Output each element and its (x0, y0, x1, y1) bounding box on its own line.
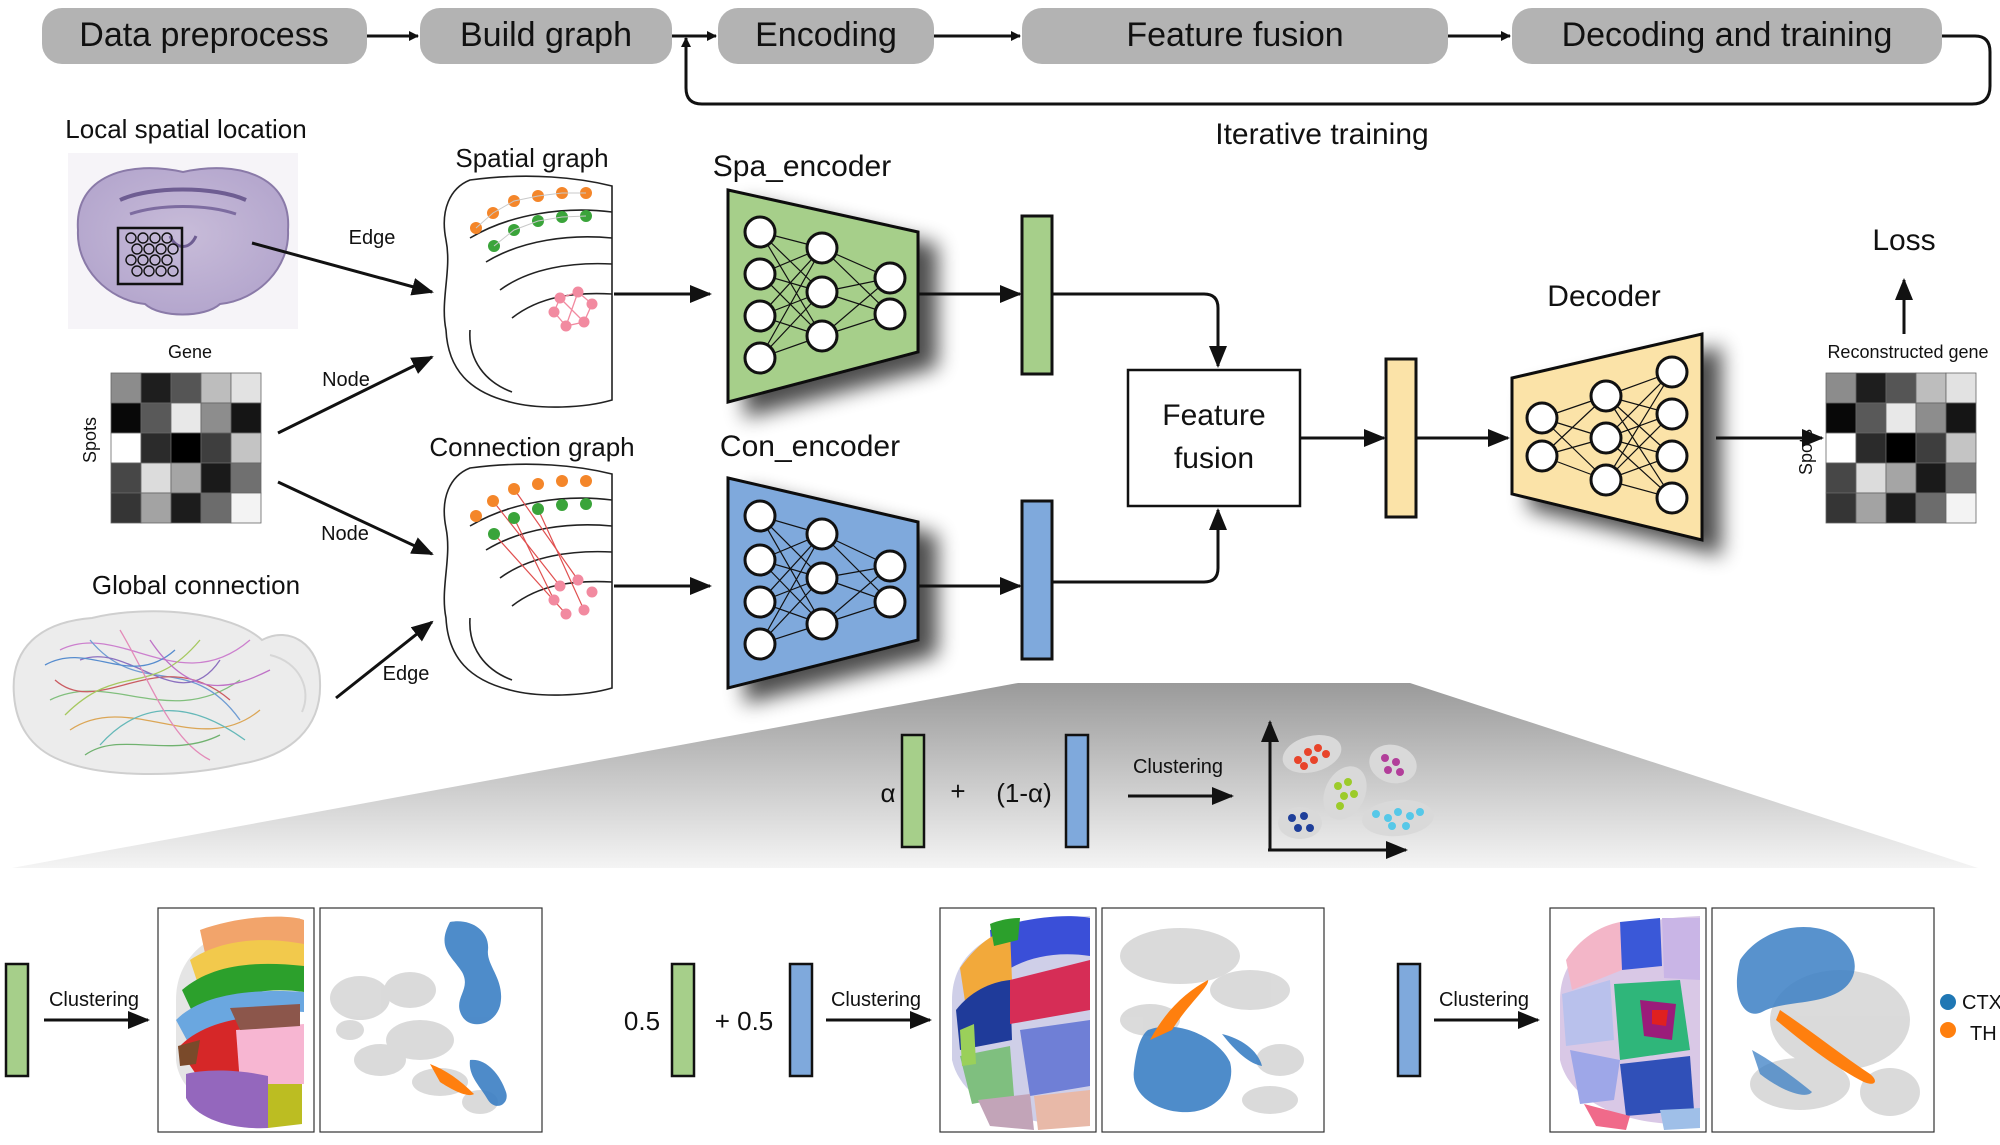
spot-grid (125, 232, 179, 277)
spa-vector-small (4, 962, 30, 1078)
result-spa-only: Clustering (4, 907, 543, 1133)
result-con-only: Clustering (1396, 907, 2000, 1133)
weight-left-label: 0.5 (624, 1006, 660, 1036)
alpha-spa-vector (900, 733, 926, 849)
reconstructed-spots-label: Spots (1796, 429, 1816, 475)
reconstructed-gene-title: Reconstructed gene (1827, 342, 1988, 362)
connection-graph-panel: Connection graph (429, 432, 635, 696)
node-label-top: Node (322, 369, 370, 391)
con-encoder-title: Con_encoder (720, 430, 900, 463)
encoder-latent-arrows (918, 285, 1227, 595)
decoder-network (1541, 371, 1673, 499)
mixed-con-vector (788, 962, 814, 1078)
decoder-title: Decoder (1547, 280, 1660, 313)
gene-matrix-panel: Gene Spots (80, 342, 262, 524)
weight-right-label: + 0.5 (715, 1006, 774, 1036)
reconstructed-gene-matrix (1825, 372, 1977, 524)
umap-plot-2 (1101, 907, 1325, 1133)
zoom-panel (12, 683, 1978, 868)
fusion-line1: Feature (1162, 399, 1265, 432)
con-encoder: Con_encoder (720, 430, 920, 690)
step-decoding-training: Decoding and training (1512, 8, 1942, 64)
brain-cluster-map-2 (939, 907, 1097, 1133)
edge-label-bottom: Edge (383, 663, 430, 685)
cluster-scatter (1261, 720, 1434, 859)
step-label: Feature fusion (1126, 16, 1343, 54)
global-connection-title: Global connection (92, 570, 300, 600)
clustering-label: Clustering (49, 989, 139, 1011)
node-label-bottom: Node (321, 523, 369, 545)
con-latent-vector (1020, 499, 1054, 661)
spots-label: Spots (80, 417, 100, 463)
gene-title: Gene (168, 342, 212, 362)
alpha-label: α (880, 778, 895, 808)
local-spatial-panel: Local spatial location (65, 114, 307, 329)
legend-ctx-swatch (1940, 994, 1956, 1010)
step-feature-fusion: Feature fusion (1022, 8, 1448, 64)
spa-latent-vector (1020, 214, 1054, 376)
legend: CTX TH (1940, 992, 2000, 1045)
spa-encoder: Spa_encoder (713, 150, 920, 404)
step-build-graph: Build graph (420, 8, 672, 64)
step-label: Decoding and training (1562, 16, 1893, 54)
umap-plot-1 (319, 907, 543, 1133)
one-minus-alpha-label: (1-α) (996, 778, 1051, 808)
weighted-combination: α + (1-α) Clustering (880, 733, 1234, 849)
step-encoding: Encoding (718, 8, 934, 64)
con-vector-small (1396, 962, 1422, 1078)
connection-graph-nodes (470, 475, 598, 620)
graph-encoder-arrows (614, 285, 712, 595)
step-label: Data preprocess (79, 16, 328, 54)
brain-cluster-map-3 (1549, 907, 1707, 1133)
decoder: Decoder (1510, 280, 1704, 542)
plus-label: + (950, 776, 965, 806)
local-spatial-title: Local spatial location (65, 114, 306, 144)
spatial-graph-title: Spatial graph (455, 143, 608, 173)
pipeline-arrows (367, 31, 1992, 106)
clustering-label-top: Clustering (1133, 756, 1223, 778)
brain-3d-image (12, 610, 322, 775)
legend-th-label: TH (1970, 1023, 1997, 1045)
result-mixed: 0.5 + 0.5 Clustering (624, 907, 1325, 1133)
input-arrows (251, 241, 434, 700)
spa-encoder-network (759, 231, 891, 359)
brain-section-image (68, 153, 298, 329)
mixed-spa-vector (670, 962, 696, 1078)
alpha-con-vector (1064, 733, 1090, 849)
loss-label: Loss (1872, 224, 1935, 257)
step-data-preprocess: Data preprocess (42, 8, 367, 64)
fused-latent-vector (1384, 357, 1418, 519)
edge-label-top: Edge (349, 227, 396, 249)
legend-th-swatch (1940, 1022, 1956, 1038)
feature-fusion-box: Feature fusion (1126, 368, 1302, 508)
umap-plot-3 (1711, 907, 1935, 1133)
spatial-graph-nodes (470, 187, 598, 332)
spa-encoder-title: Spa_encoder (713, 150, 891, 183)
gene-matrix (110, 372, 262, 524)
legend-ctx-label: CTX (1962, 992, 2000, 1014)
pipeline-bar: Data preprocess Build graph Encoding Fea… (42, 8, 1992, 151)
connection-graph-title: Connection graph (429, 432, 634, 462)
spatial-graph-panel: Spatial graph (443, 143, 613, 408)
reconstructed-gene-panel: Loss Reconstructed gene Spots (1796, 224, 1989, 524)
clustering-label: Clustering (1439, 989, 1529, 1011)
half-brain-outline (443, 463, 613, 696)
step-label: Encoding (755, 16, 897, 54)
fusion-line2: fusion (1174, 442, 1254, 475)
iterative-training-label: Iterative training (1215, 118, 1428, 151)
global-connection-panel: Global connection (12, 570, 322, 775)
brain-cluster-map-1 (157, 907, 315, 1133)
clustering-label: Clustering (831, 989, 921, 1011)
step-label: Build graph (460, 16, 632, 54)
con-encoder-network (759, 515, 891, 645)
